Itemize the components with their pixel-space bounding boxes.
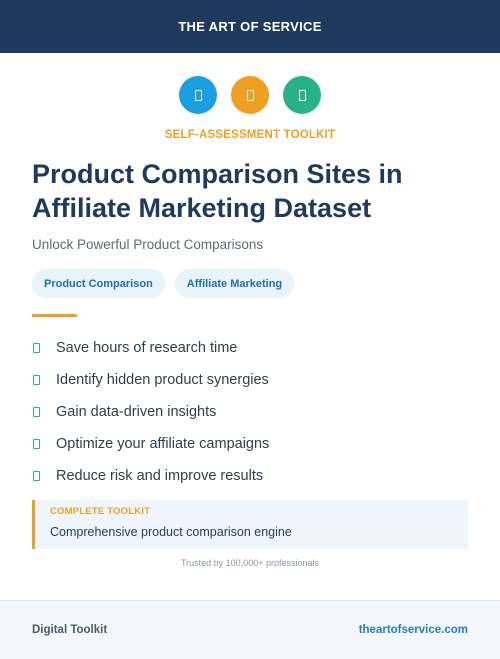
list-item: Save hours of research time: [32, 332, 269, 364]
page-title: Product Comparison Sites in Affiliate Ma…: [32, 159, 403, 223]
list-item: Optimize your affiliate campaigns: [32, 428, 269, 460]
list-item: Gain data-driven insights: [32, 396, 269, 428]
callout-label: COMPLETE TOOLKIT: [50, 506, 151, 517]
brand-title: THE ART OF SERVICE: [178, 19, 322, 34]
check-icon: [33, 343, 40, 353]
document-icon: [179, 76, 217, 114]
benefit-text: Identify hidden product synergies: [56, 372, 269, 388]
check-icon: [33, 375, 40, 385]
tag-product-comparison: Product Comparison: [32, 269, 165, 298]
footer-bar: Digital Toolkit theartofservice.com: [0, 600, 500, 659]
benefit-text: Reduce risk and improve results: [56, 468, 264, 484]
document-icon: [231, 76, 269, 114]
trusted-note: Trusted by 100,000+ professionals: [180, 558, 319, 568]
kicker-label: SELF-ASSESSMENT TOOLKIT: [164, 129, 336, 141]
toolkit-callout: COMPLETE TOOLKIT Comprehensive product c…: [32, 500, 468, 549]
callout-text: Comprehensive product comparison engine: [50, 525, 292, 539]
check-icon: [33, 439, 40, 449]
accent-divider: [32, 314, 77, 317]
tag-list: Product Comparison Affiliate Marketing: [32, 269, 295, 298]
benefit-text: Save hours of research time: [56, 340, 238, 356]
icon-row: [0, 76, 500, 114]
benefit-list: Save hours of research time Identify hid…: [32, 332, 269, 492]
check-icon: [33, 407, 40, 417]
footer-label: Digital Toolkit: [32, 624, 108, 636]
list-item: Identify hidden product synergies: [32, 364, 269, 396]
header-bar: THE ART OF SERVICE: [0, 0, 500, 53]
check-icon: [33, 471, 40, 481]
tag-affiliate-marketing: Affiliate Marketing: [174, 269, 295, 298]
website-link[interactable]: theartofservice.com: [358, 624, 468, 636]
benefit-text: Gain data-driven insights: [56, 404, 217, 420]
list-item: Reduce risk and improve results: [32, 460, 269, 492]
subtitle: Unlock Powerful Product Comparisons: [32, 237, 264, 252]
document-icon: [283, 76, 321, 114]
benefit-text: Optimize your affiliate campaigns: [56, 436, 270, 452]
